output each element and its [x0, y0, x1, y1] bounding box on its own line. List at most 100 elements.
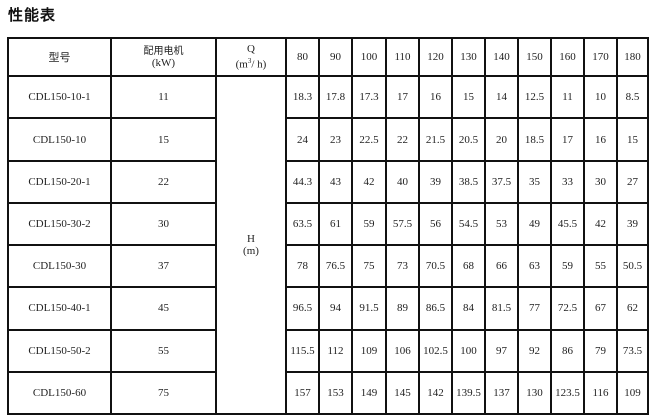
- header-model: 型号: [7, 36, 112, 78]
- head-value-cell: 96.5: [285, 286, 320, 331]
- head-value-cell: 11: [550, 75, 585, 120]
- head-value-cell: 35: [517, 159, 552, 204]
- head-value-cell: 14: [484, 75, 519, 120]
- header-row: 型号 配用电机 (kW) Q (m3/ h) 80 90 100 110 120 130 1…: [7, 36, 649, 78]
- head-value-cell: 17: [385, 75, 420, 120]
- head-value-cell: 20.5: [451, 117, 486, 162]
- model-cell: CDL150-40-1: [7, 286, 112, 331]
- head-value-cell: 39: [616, 201, 649, 247]
- head-value-cell: 67: [583, 286, 618, 331]
- head-value-cell: 17.3: [351, 75, 387, 120]
- table-row: CDL150-50-2 55 115.5 112 109 106 102.5 100 97 92 8…: [7, 328, 649, 373]
- head-value-cell: 49: [517, 201, 552, 247]
- header-flow: Q (m3/ h): [215, 36, 287, 78]
- head-value-cell: 100: [451, 328, 486, 373]
- head-value-cell: 153: [318, 370, 353, 416]
- header-flow-label: Q: [247, 43, 255, 56]
- model-cell: CDL150-10: [7, 117, 112, 162]
- table-row: CDL150-40-1 45 96.5 94 91.5 89 86.5 84 81.5 77 72.…: [7, 286, 649, 331]
- header-flow-value: 140: [484, 36, 519, 78]
- head-value-cell: 77: [517, 286, 552, 331]
- head-value-cell: 53: [484, 201, 519, 247]
- head-value-cell: 54.5: [451, 201, 486, 247]
- header-flow-value: 90: [318, 36, 353, 78]
- header-flow-value: 150: [517, 36, 552, 78]
- head-value-cell: 149: [351, 370, 387, 416]
- head-value-cell: 76.5: [318, 244, 353, 289]
- head-value-cell: 43: [318, 159, 353, 204]
- head-value-cell: 73.5: [616, 328, 649, 373]
- head-value-cell: 18.5: [517, 117, 552, 162]
- head-value-cell: 15: [451, 75, 486, 120]
- head-value-cell: 112: [318, 328, 353, 373]
- table-row: CDL150-60 75 157 153 149 145 142 139.5 137 130 123…: [7, 370, 649, 416]
- head-value-cell: 59: [550, 244, 585, 289]
- table-row: CDL150-30-2 30 63.5 61 59 57.5 56 54.5 53 49 45.5 4…: [7, 201, 649, 247]
- head-value-cell: 73: [385, 244, 420, 289]
- motor-kw-cell: 11: [110, 75, 217, 120]
- head-value-cell: 123.5: [550, 370, 585, 416]
- head-value-cell: 86.5: [418, 286, 453, 331]
- header-flow-unit: (m3/ h): [235, 57, 267, 71]
- head-value-cell: 109: [351, 328, 387, 373]
- head-value-cell: 18.3: [285, 75, 320, 120]
- page-title: 性能表: [8, 6, 57, 24]
- head-value-cell: 92: [517, 328, 552, 373]
- header-flow-value: 160: [550, 36, 585, 78]
- head-value-cell: 115.5: [285, 328, 320, 373]
- motor-kw-cell: 22: [110, 159, 217, 204]
- head-value-cell: 157: [285, 370, 320, 416]
- head-value-cell: 72.5: [550, 286, 585, 331]
- head-value-cell: 84: [451, 286, 486, 331]
- head-value-cell: 63.5: [285, 201, 320, 247]
- head-value-cell: 109: [616, 370, 649, 416]
- header-motor: 配用电机 (kW): [110, 36, 217, 78]
- header-flow-value: 170: [583, 36, 618, 78]
- head-value-cell: 21.5: [418, 117, 453, 162]
- head-value-cell: 68: [451, 244, 486, 289]
- head-value-cell: 45.5: [550, 201, 585, 247]
- head-value-cell: 24: [285, 117, 320, 162]
- model-cell: CDL150-10-1: [7, 75, 112, 120]
- head-value-cell: 59: [351, 201, 387, 247]
- header-flow-value: 120: [418, 36, 453, 78]
- head-value-cell: 16: [418, 75, 453, 120]
- head-label: H: [247, 233, 255, 246]
- header-flow-value: 130: [451, 36, 486, 78]
- head-value-cell: 102.5: [418, 328, 453, 373]
- head-value-cell: 22: [385, 117, 420, 162]
- motor-kw-cell: 30: [110, 201, 217, 247]
- head-value-cell: 86: [550, 328, 585, 373]
- head-value-cell: 94: [318, 286, 353, 331]
- header-flow-value: 180: [616, 36, 649, 78]
- head-value-cell: 70.5: [418, 244, 453, 289]
- model-cell: CDL150-60: [7, 370, 112, 416]
- table-row: CDL150-10 15 24 23 22.5 22 21.5 20.5 20 18.5 17 16 1…: [7, 117, 649, 162]
- head-value-cell: 78: [285, 244, 320, 289]
- head-value-cell: 50.5: [616, 244, 649, 289]
- header-flow-value: 110: [385, 36, 420, 78]
- header-flow-value: 80: [285, 36, 320, 78]
- head-value-cell: 42: [583, 201, 618, 247]
- head-value-cell: 106: [385, 328, 420, 373]
- head-value-cell: 16: [583, 117, 618, 162]
- head-value-cell: 39: [418, 159, 453, 204]
- head-value-cell: 8.5: [616, 75, 649, 120]
- head-value-cell: 61: [318, 201, 353, 247]
- head-value-cell: 37.5: [484, 159, 519, 204]
- head-label-cell: H (m): [215, 75, 287, 415]
- motor-kw-cell: 37: [110, 244, 217, 289]
- head-value-cell: 38.5: [451, 159, 486, 204]
- head-value-cell: 91.5: [351, 286, 387, 331]
- head-value-cell: 27: [616, 159, 649, 204]
- head-value-cell: 17.8: [318, 75, 353, 120]
- head-value-cell: 55: [583, 244, 618, 289]
- head-value-cell: 10: [583, 75, 618, 120]
- head-value-cell: 33: [550, 159, 585, 204]
- motor-kw-cell: 15: [110, 117, 217, 162]
- head-value-cell: 81.5: [484, 286, 519, 331]
- model-cell: CDL150-30-2: [7, 201, 112, 247]
- table-row: CDL150-20-1 22 44.3 43 42 40 39 38.5 37.5 35 33 30 2…: [7, 159, 649, 204]
- header-motor-unit: (kW): [151, 56, 176, 69]
- head-value-cell: 116: [583, 370, 618, 416]
